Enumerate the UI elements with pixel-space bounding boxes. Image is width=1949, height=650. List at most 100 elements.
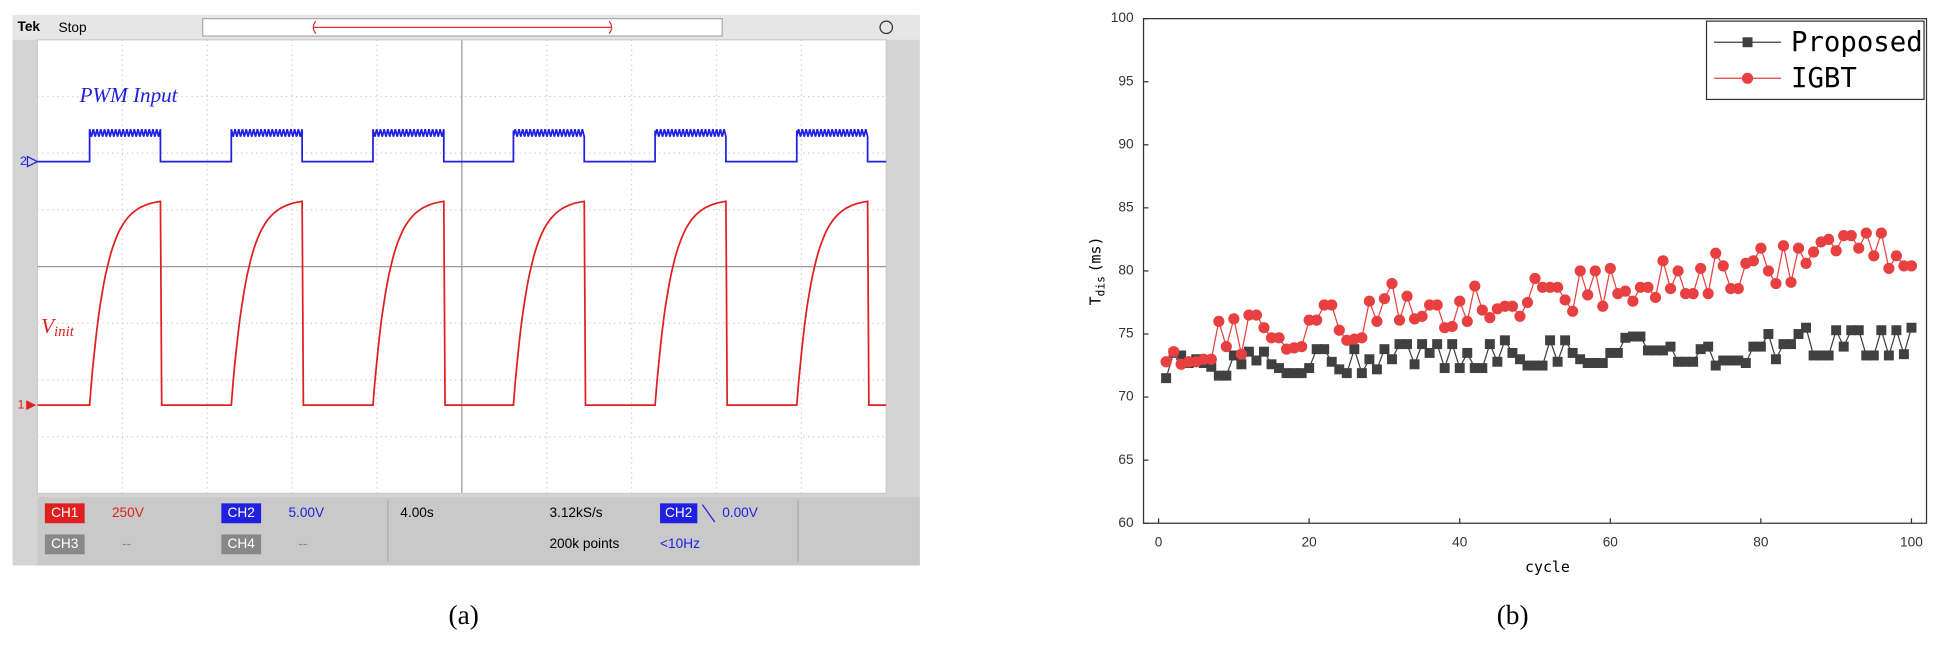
readout-bar <box>37 497 920 566</box>
point <box>1394 339 1405 350</box>
vinit-label: Vinit <box>41 314 75 341</box>
point <box>1559 294 1571 306</box>
point <box>1673 356 1684 367</box>
y-tick-label: 75 <box>1118 326 1134 341</box>
point <box>1808 350 1819 361</box>
point <box>1379 344 1390 355</box>
point <box>1221 370 1232 381</box>
ch1-scale: 250V <box>112 505 145 520</box>
point <box>1597 358 1608 368</box>
point <box>1363 295 1375 307</box>
point <box>1319 344 1330 355</box>
point <box>1371 364 1382 375</box>
point <box>1831 325 1842 336</box>
timebase: 4.00s <box>400 505 434 520</box>
point <box>1604 262 1616 275</box>
point <box>1484 339 1495 350</box>
ch3-scale: -- <box>122 536 131 551</box>
y-tick-label: 90 <box>1118 136 1134 151</box>
trigger-ch: CH2 <box>665 505 692 520</box>
point <box>1567 305 1579 317</box>
point <box>1447 339 1458 350</box>
point <box>1748 341 1759 352</box>
point <box>1454 295 1466 307</box>
point <box>1747 255 1759 267</box>
point <box>1898 349 1909 360</box>
point <box>1387 354 1397 365</box>
point <box>1891 325 1902 336</box>
point <box>1446 320 1458 333</box>
ch4-badge[interactable] <box>221 534 262 555</box>
ch2-marker: 2 <box>20 154 27 168</box>
point <box>1432 339 1443 350</box>
point <box>1725 355 1736 366</box>
ch3-badge[interactable] <box>44 534 85 555</box>
ch4-scale: -- <box>298 536 307 551</box>
point <box>1589 265 1601 277</box>
point <box>1717 260 1729 272</box>
point <box>1582 289 1594 301</box>
point <box>1868 250 1880 262</box>
point <box>1356 332 1368 344</box>
point <box>1755 341 1766 352</box>
point <box>1582 358 1593 368</box>
point <box>1424 347 1435 358</box>
point <box>1236 359 1247 370</box>
point <box>1356 368 1367 379</box>
point <box>1590 358 1601 368</box>
point <box>1235 348 1247 360</box>
point <box>1567 347 1578 358</box>
point <box>1650 345 1661 356</box>
point <box>1401 290 1413 302</box>
pwm-waveform <box>37 129 887 163</box>
brand: Tek <box>18 19 41 34</box>
point <box>1762 265 1774 277</box>
point <box>1273 332 1285 344</box>
point <box>1296 368 1307 379</box>
point <box>1770 354 1781 365</box>
point <box>1785 276 1797 288</box>
point <box>1281 368 1292 379</box>
ch1: CH1 <box>51 505 78 520</box>
ch2: CH2 <box>228 505 255 520</box>
point <box>1454 363 1465 374</box>
frequency: <10Hz <box>660 536 700 551</box>
point <box>1672 265 1684 277</box>
point <box>1176 350 1187 361</box>
x-tick-label: 60 <box>1603 535 1619 550</box>
point <box>1890 250 1902 262</box>
point <box>1529 272 1541 285</box>
point <box>1311 314 1323 326</box>
ch2-badge[interactable] <box>221 503 262 524</box>
point <box>1770 277 1782 290</box>
help-icon[interactable] <box>879 20 894 35</box>
point <box>1349 344 1360 355</box>
point <box>1823 350 1834 361</box>
vinit-main: V <box>41 314 56 338</box>
point <box>1514 354 1525 365</box>
point <box>1574 265 1586 277</box>
point <box>1416 310 1428 322</box>
ch3: CH3 <box>51 536 78 551</box>
point <box>1838 341 1849 352</box>
vinit-waveform <box>37 200 887 407</box>
trigger-badge[interactable] <box>660 503 698 524</box>
point <box>1612 347 1623 358</box>
point <box>1710 247 1722 259</box>
point <box>1333 324 1345 336</box>
legend-marker <box>1742 37 1753 48</box>
point <box>1304 363 1315 374</box>
point <box>1702 288 1714 300</box>
point <box>1687 288 1699 300</box>
point <box>1402 339 1413 350</box>
y-tick-label: 100 <box>1111 10 1134 25</box>
x-tick-label: 20 <box>1302 535 1318 550</box>
point <box>1160 356 1172 368</box>
point <box>1619 285 1631 297</box>
point <box>1506 300 1519 312</box>
point <box>1718 355 1729 366</box>
ch1-badge[interactable] <box>44 503 85 524</box>
legend-label: IGBT <box>1791 63 1857 94</box>
ch1-arrow <box>26 400 37 411</box>
y-label-main: T <box>1086 296 1104 305</box>
